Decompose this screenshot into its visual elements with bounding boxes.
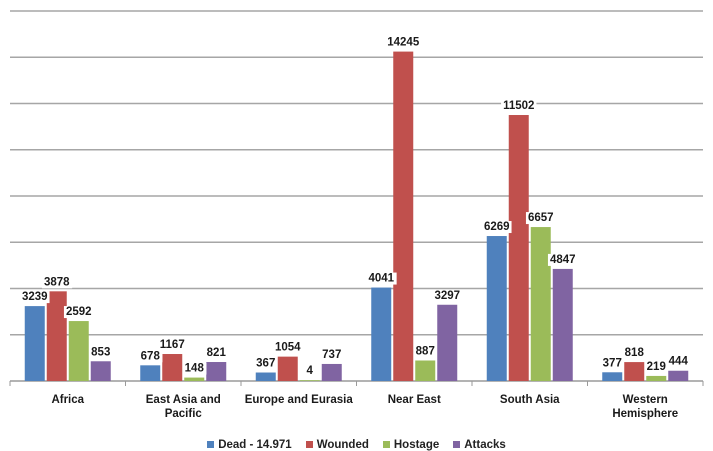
data-label: 148: [185, 363, 205, 375]
x-tick-label: South Asia: [500, 394, 560, 406]
data-label-background: [481, 221, 512, 234]
data-label: 4: [307, 365, 314, 377]
bar-dead: [255, 372, 276, 381]
bars: [24, 51, 689, 382]
legend-item: Attacks: [453, 438, 506, 451]
data-label: 377: [603, 357, 622, 369]
data-label: 6269: [484, 221, 510, 233]
bar-hostage: [68, 321, 89, 381]
bar-dead: [140, 365, 161, 381]
legend-item: Dead - 14.971: [207, 438, 292, 451]
data-label-background: [600, 357, 624, 370]
data-label-background: [182, 362, 207, 375]
bar-wounded: [393, 51, 414, 381]
bar-hostage: [646, 375, 667, 381]
x-tick-label: Western Hemisphere: [612, 394, 678, 420]
data-label-background: [644, 360, 668, 373]
data-label-background: [204, 347, 229, 360]
bar-attacks: [437, 304, 458, 381]
data-label: 4041: [368, 273, 394, 285]
bar-attacks: [668, 370, 689, 381]
bar-dead: [486, 236, 507, 381]
data-label: 678: [141, 350, 161, 362]
bar-attacks: [321, 363, 342, 381]
bar-hostage: [299, 380, 320, 381]
bar-hostage: [530, 227, 551, 381]
data-label: 887: [416, 345, 435, 357]
bar-wounded: [508, 115, 529, 382]
data-label-background: [157, 339, 187, 352]
data-label: 14245: [387, 37, 420, 49]
legend-item: Hostage: [382, 438, 440, 451]
data-label-background: [413, 345, 437, 358]
data-label: 11502: [503, 100, 534, 112]
category-labels: Africa East Asia and Pacific Europe and Eur…: [51, 394, 678, 420]
data-label: 853: [91, 346, 110, 358]
legend-item: Wounded: [305, 438, 369, 451]
data-label: 3297: [434, 290, 460, 302]
bar-wounded: [277, 356, 298, 381]
data-label: 2592: [66, 306, 92, 318]
legend-label: Hostage: [393, 438, 440, 451]
data-label: 6657: [528, 212, 554, 224]
bar-attacks: [90, 361, 111, 381]
data-label-background: [41, 276, 73, 289]
bar-attacks: [552, 268, 573, 381]
data-label: 3878: [44, 276, 70, 288]
data-label: 219: [647, 361, 666, 373]
data-label: 1054: [275, 342, 301, 354]
bar-hostage: [415, 360, 436, 381]
data-label-background: [501, 100, 537, 113]
data-label-background: [525, 212, 556, 225]
x-tick-label: Near East: [388, 394, 441, 406]
legend-label: Dead - 14.971: [218, 438, 292, 451]
bar-hostage: [184, 377, 205, 381]
data-label: 818: [625, 347, 645, 359]
bar-wounded: [46, 291, 67, 381]
legend-swatch: [305, 441, 313, 448]
gridlines: [9, 10, 704, 386]
legend-swatch: [382, 441, 390, 448]
bar-wounded: [162, 354, 183, 381]
data-label-background: [366, 272, 397, 285]
data-label: 4847: [550, 254, 576, 266]
data-label-background: [19, 291, 50, 304]
x-tick-label: East Asia and Pacific: [146, 394, 221, 420]
data-label-background: [320, 348, 344, 361]
legend-label: Attacks: [464, 438, 506, 451]
legend-swatch: [207, 441, 215, 448]
bar-attacks: [206, 362, 227, 381]
data-label: 444: [669, 356, 689, 368]
data-label-background: [89, 346, 113, 359]
data-label-background: [385, 36, 422, 49]
data-label: 1167: [160, 339, 185, 351]
data-label-background: [254, 357, 278, 370]
data-label-background: [63, 306, 94, 319]
bar-dead: [371, 287, 392, 381]
data-label-background: [272, 341, 304, 354]
data-label-background: [622, 347, 647, 360]
data-label: 737: [322, 349, 341, 361]
x-tick-label: Europe and Eurasia: [245, 394, 354, 406]
legend: Dead - 14.971 Wounded Hostage Attacks: [0, 438, 713, 451]
data-label-background: [432, 289, 463, 302]
legend-swatch: [453, 441, 461, 448]
x-tick-label: Africa: [51, 394, 84, 406]
data-label-background: [138, 350, 163, 363]
data-label: 3239: [22, 291, 48, 303]
data-label-background: [304, 365, 316, 378]
data-label: 821: [207, 347, 227, 359]
bar-wounded: [624, 362, 645, 381]
bar-dead: [24, 306, 45, 381]
data-label-background: [666, 355, 691, 368]
bar-dead: [602, 372, 623, 381]
data-label-background: [547, 253, 578, 266]
legend-label: Wounded: [316, 438, 369, 451]
data-label: 367: [256, 358, 275, 370]
